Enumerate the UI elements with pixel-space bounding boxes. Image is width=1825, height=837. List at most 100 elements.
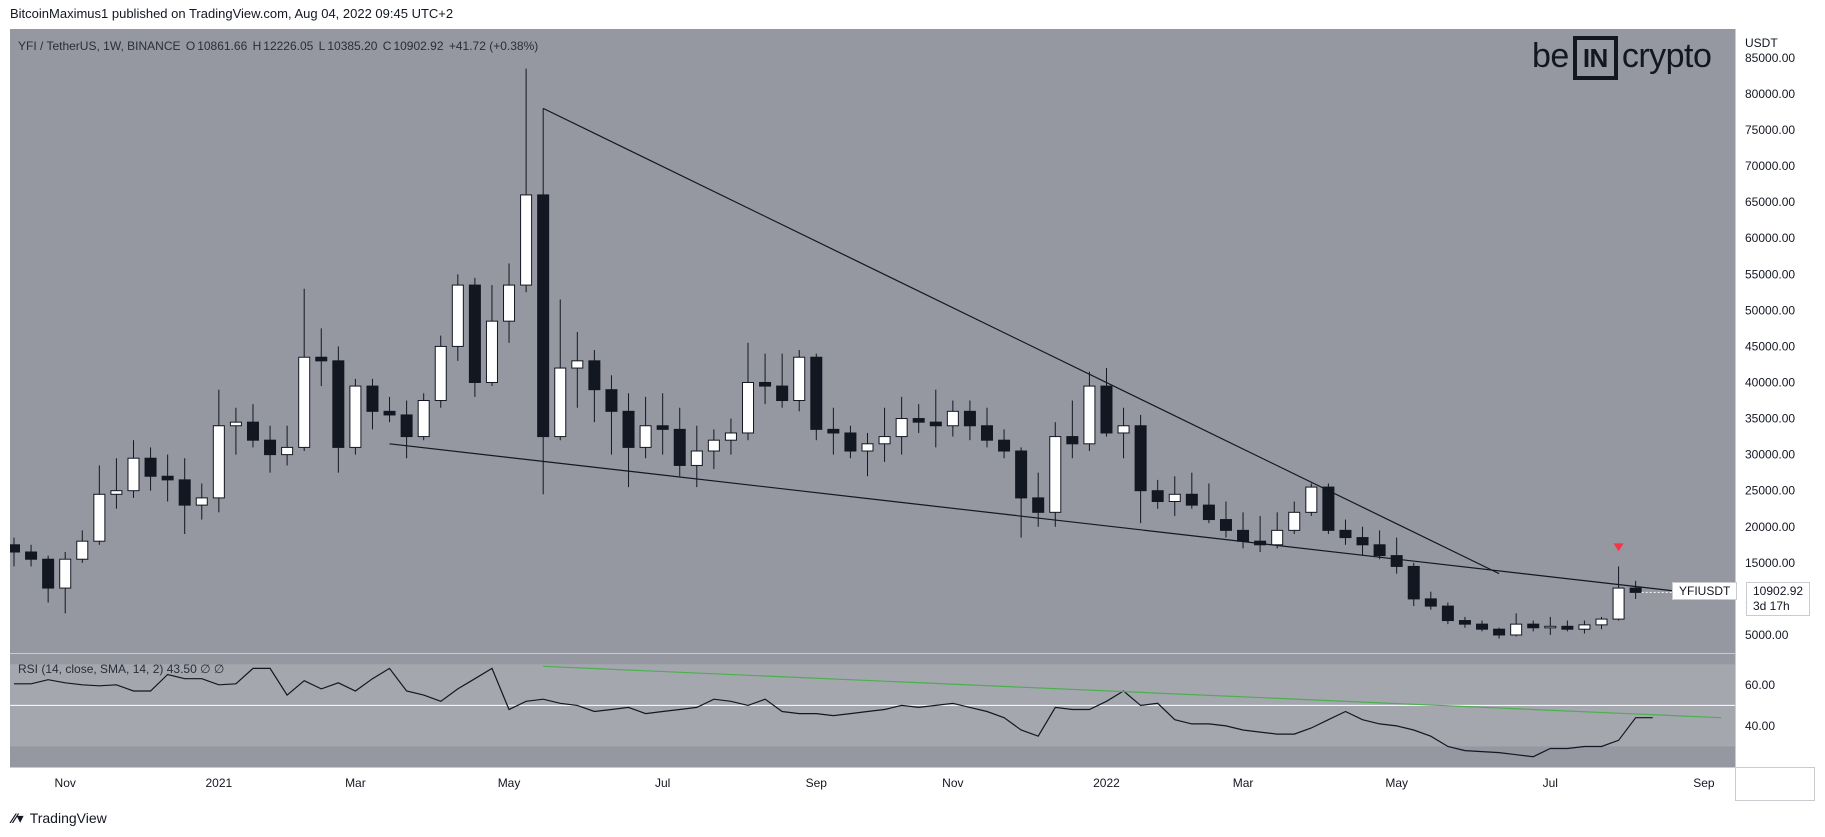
candle-body [110,490,123,495]
candle-body [1015,450,1028,499]
bear-candle [656,393,669,455]
bear-candle [42,555,55,603]
rsi-tick-label: 60.00 [1745,678,1775,692]
candle-body [1407,565,1420,600]
bull-candle [451,274,464,361]
beincrypto-logo: be IN crypto [1532,36,1712,80]
open-value: 10861.66 [197,39,248,53]
logo-box: IN [1572,36,1618,80]
bull-candle [742,342,755,441]
candle-body [673,428,686,466]
time-tick-label: Mar [1233,776,1254,790]
bear-candle [1322,483,1335,534]
low-label: L [318,39,326,53]
candle-body [1612,587,1625,620]
bull-candle [349,378,362,455]
high-value: 12226.05 [263,39,314,53]
candle-body [451,284,464,347]
bear-candle [1066,400,1079,459]
bar-countdown: 3d 17h [1753,599,1790,613]
candle-body [998,439,1011,452]
bear-candle [383,396,396,423]
candle-body [178,479,191,506]
candle-body [229,421,242,427]
bear-candle [315,328,328,387]
candle-body [929,421,942,427]
candle-body [1527,623,1540,629]
rsi-layer [10,665,1735,758]
price-chart[interactable]: USDT 5000.0010000.0015000.0020000.002500… [10,29,1815,801]
bear-candle [827,407,840,455]
bull-candle [793,350,806,412]
time-axis-ticks: Nov 2021 Mar May Jul Sep Nov 2022 Mar May Jul Sep [55,776,1715,790]
time-tick-label: May [498,776,521,790]
bear-candle [264,425,277,473]
candle-body [1493,628,1506,636]
price-tick-label: 30000.00 [1745,448,1795,462]
rsi-tick-label: 40.00 [1745,719,1775,733]
candle-body [1305,486,1318,513]
candle-body [963,410,976,427]
candle-body [1424,598,1437,607]
candle-body [1100,385,1113,434]
candle-body [1219,519,1232,531]
bear-candle [144,447,157,491]
candle-body [861,443,874,452]
bull-candle [1305,483,1318,516]
bear-candle [776,353,789,408]
tradingview-logo-icon: ⁄⁄▾ [12,810,24,826]
time-tick-label: May [1385,776,1408,790]
bear-candle [1476,620,1489,632]
bear-candle [998,429,1011,459]
candle-body [1288,511,1301,531]
candle-body [1578,624,1591,630]
candle-body [537,194,550,438]
candle-body [793,356,806,402]
candle-body [1373,544,1386,557]
candle-body [349,385,362,448]
bull-candle [1578,620,1591,634]
bull-candle [1049,422,1062,527]
candle-body [1083,385,1096,445]
price-tick-label: 70000.00 [1745,159,1795,173]
candle-body [912,418,925,423]
price-tick-label: 20000.00 [1745,520,1795,534]
candle-body [1185,493,1198,506]
bear-candle [1134,414,1147,524]
time-tick-label: Jul [1543,776,1558,790]
bear-candle [1561,620,1574,632]
candle-body [1595,618,1608,626]
bear-candle [10,537,20,567]
bull-candle [417,393,430,441]
price-tick-label: 80000.00 [1745,87,1795,101]
bear-candle [1339,519,1352,545]
price-tick-label: 75000.00 [1745,123,1795,137]
rsi-extra-1: ∅ [200,662,211,676]
candle-body [1066,436,1079,445]
bull-candle [212,389,225,513]
bull-candle [639,396,652,459]
candle-body [503,284,516,322]
price-tick-label: 40000.00 [1745,375,1795,389]
price-tick-label: 50000.00 [1745,303,1795,317]
candle-body [827,428,840,434]
descending-support-line [389,443,1687,593]
price-tick-label: 5000.00 [1745,628,1789,642]
candle-body [144,457,157,477]
candles [10,68,1642,639]
candle-body [1322,486,1335,531]
candle-body [1458,620,1471,625]
bear-candle [963,400,976,441]
bear-candle [605,375,618,455]
high-label: H [252,39,262,53]
bear-candle [1493,627,1506,639]
bear-candle [810,353,823,441]
time-tick-label: Nov [942,776,963,790]
candle-body [264,439,277,456]
rsi-label: RSI (14, close, SMA, 14, 2) [18,662,164,676]
candle-body [195,497,208,506]
trendlines [389,107,1687,593]
price-tick-label: 25000.00 [1745,484,1795,498]
candle-body [1476,623,1489,630]
bull-candle [1117,407,1130,459]
